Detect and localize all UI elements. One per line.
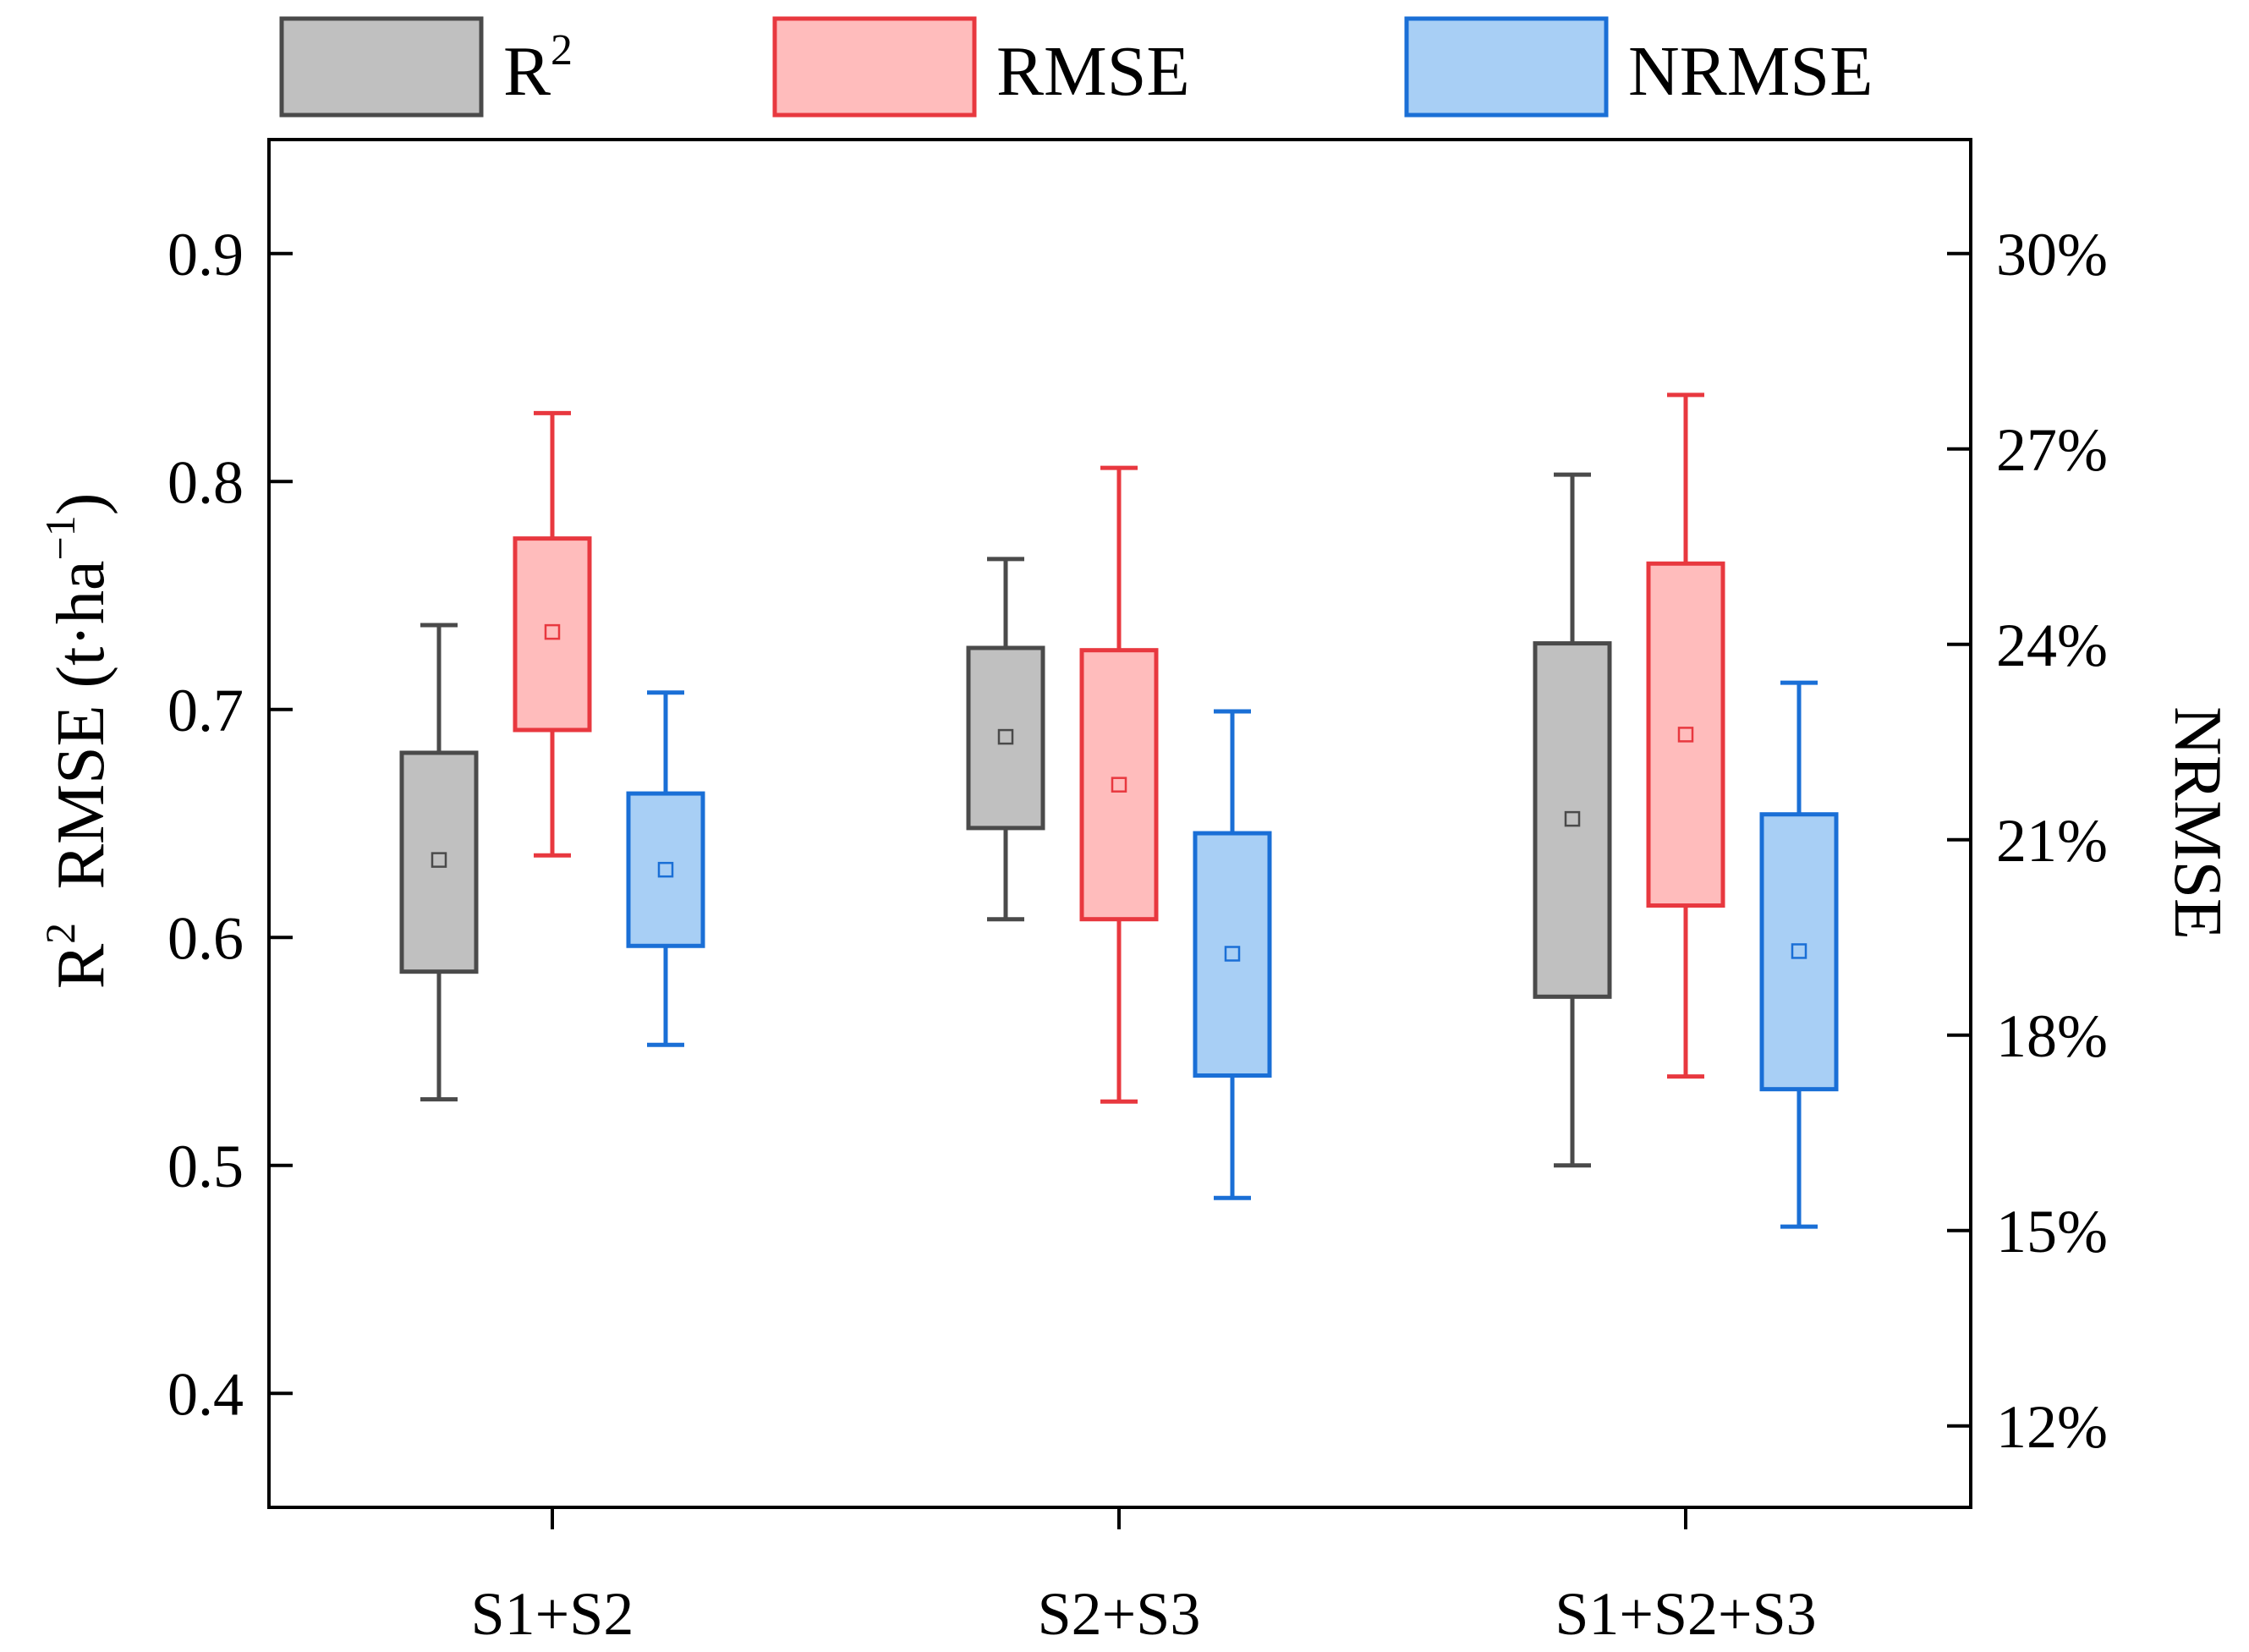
right-tick-label: 27% <box>1996 416 2108 484</box>
mean-marker <box>1564 810 1581 827</box>
right-tick-label: 18% <box>1996 1002 2108 1070</box>
box-r2-0 <box>399 623 479 1102</box>
right-axis-title: NRMSE <box>2160 706 2235 940</box>
left-axis-title-rmse: RMSE (t·ha−1) <box>36 493 118 890</box>
box-iqr <box>1079 648 1159 922</box>
legend-item-r2: R2 <box>279 16 573 118</box>
box-rmse-1 <box>1079 465 1159 1104</box>
left-axis-title: R2 <box>36 923 118 989</box>
box-iqr <box>1193 831 1272 1078</box>
box-r2-2 <box>1533 472 1612 1168</box>
right-tick-label: 21% <box>1996 807 2108 875</box>
legend-label: R2 <box>503 26 573 111</box>
x-tick-label: S2+S3 <box>1038 1580 1201 1648</box>
left-tick-label: 0.9 <box>167 221 244 288</box>
box-r2-1 <box>966 557 1045 922</box>
box-iqr <box>626 791 705 948</box>
left-tick-label: 0.5 <box>167 1133 244 1200</box>
box-iqr <box>966 645 1045 831</box>
right-tick-label: 15% <box>1996 1198 2108 1265</box>
mean-marker <box>1111 777 1127 793</box>
mean-marker <box>1677 727 1694 743</box>
left-axis-title-rmse-main: RMSE (t·ha <box>44 560 118 889</box>
legend-item-nrmse: NRMSE <box>1404 16 1873 118</box>
x-axis: S1+S2 S2+S3 S1+S2+S3 <box>471 1507 1817 1648</box>
box-nrmse-0 <box>626 690 705 1047</box>
mean-marker <box>431 852 447 868</box>
right-axis: 12% 15% 18% 21% 24% 27% 30% <box>1947 221 2108 1461</box>
left-axis-title-r2: R <box>44 943 118 989</box>
legend-swatch <box>279 16 484 118</box>
mean-marker <box>544 623 561 640</box>
legend-label: NRMSE <box>1628 32 1873 111</box>
legend-swatch <box>1404 16 1609 118</box>
box-iqr <box>1533 641 1612 999</box>
box-rmse-2 <box>1646 392 1725 1079</box>
left-tick-label: 0.6 <box>167 904 244 972</box>
x-tick-label: S1+S2+S3 <box>1555 1580 1816 1648</box>
legend: R2 RMSE NRMSE <box>279 16 1873 118</box>
right-tick-label: 30% <box>1996 221 2108 288</box>
left-tick-label: 0.7 <box>167 677 244 744</box>
box-rmse-0 <box>513 410 592 858</box>
legend-swatch <box>772 16 977 118</box>
left-tick-label: 0.4 <box>167 1360 244 1428</box>
left-axis-title-r2-sup: 2 <box>36 923 84 944</box>
box-nrmse-2 <box>1759 680 1839 1229</box>
mean-marker <box>997 728 1014 745</box>
box-iqr <box>399 750 479 974</box>
right-tick-label: 12% <box>1996 1393 2108 1461</box>
x-tick-label: S1+S2 <box>471 1580 634 1648</box>
box-nrmse-1 <box>1193 709 1272 1200</box>
box-iqr <box>1759 812 1839 1092</box>
left-axis-title-rmse-sup: −1 <box>36 515 84 560</box>
left-axis-title-rmse-close: ) <box>44 493 118 516</box>
mean-marker <box>1224 946 1241 962</box>
box-iqr <box>1646 561 1725 908</box>
legend-item-rmse: RMSE <box>772 16 1190 118</box>
mean-marker <box>1791 943 1807 959</box>
left-tick-label: 0.8 <box>167 448 244 516</box>
box-plots <box>399 392 1839 1229</box>
box-iqr <box>513 536 592 733</box>
left-axis: 0.4 0.5 0.6 0.7 0.8 0.9 <box>167 221 293 1428</box>
right-tick-label: 24% <box>1996 612 2108 679</box>
mean-marker <box>657 861 674 878</box>
legend-label: RMSE <box>996 32 1190 111</box>
